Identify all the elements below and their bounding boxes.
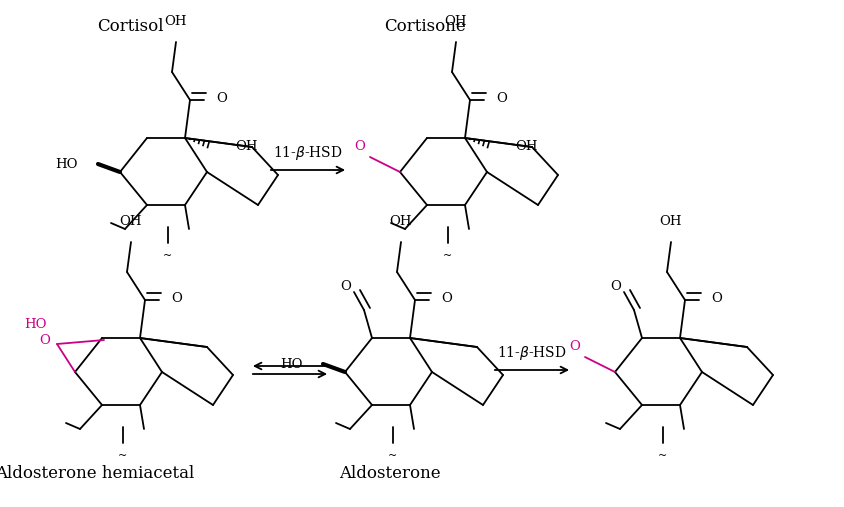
Text: OH: OH — [235, 139, 257, 153]
Text: O: O — [354, 140, 365, 154]
Text: 11-$\mathit{\beta}$-HSD: 11-$\mathit{\beta}$-HSD — [273, 144, 343, 162]
Text: ~: ~ — [388, 451, 398, 461]
Text: ~: ~ — [443, 251, 452, 261]
Text: Aldosterone hemiacetal: Aldosterone hemiacetal — [0, 465, 194, 482]
Text: ~: ~ — [657, 451, 667, 461]
Text: Cortisol: Cortisol — [96, 18, 163, 35]
Text: OH: OH — [165, 15, 187, 28]
Text: 11-$\mathit{\beta}$-HSD: 11-$\mathit{\beta}$-HSD — [496, 344, 566, 362]
Text: HO: HO — [24, 317, 47, 331]
Text: Cortisone: Cortisone — [384, 18, 465, 35]
Text: O: O — [40, 334, 51, 346]
Text: HO: HO — [280, 357, 303, 371]
Text: OH: OH — [389, 215, 412, 228]
Text: OH: OH — [120, 215, 142, 228]
Text: OH: OH — [514, 139, 537, 153]
Text: HO: HO — [56, 158, 78, 170]
Text: ~: ~ — [118, 451, 127, 461]
Text: O: O — [170, 292, 181, 305]
Text: O: O — [441, 292, 452, 305]
Text: Aldosterone: Aldosterone — [338, 465, 441, 482]
Text: O: O — [340, 279, 351, 293]
Text: O: O — [710, 292, 721, 305]
Text: O: O — [495, 91, 506, 104]
Text: OH: OH — [444, 15, 467, 28]
Text: O: O — [610, 279, 620, 293]
Text: O: O — [569, 341, 580, 353]
Text: OH: OH — [659, 215, 681, 228]
Text: ~: ~ — [163, 251, 172, 261]
Text: O: O — [216, 91, 226, 104]
